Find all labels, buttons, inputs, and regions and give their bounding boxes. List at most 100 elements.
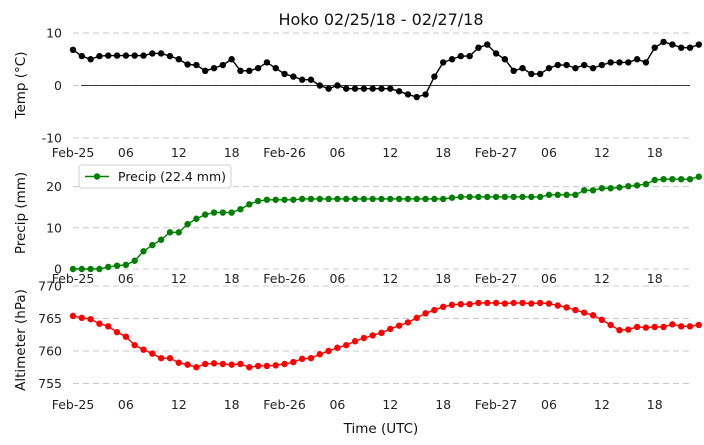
- data-point-altimeter-7: [131, 341, 138, 349]
- data-point-temp-52: [528, 70, 535, 78]
- data-point-precip-62: [616, 184, 623, 191]
- data-point-precip-22: [263, 196, 271, 203]
- data-point-precip-9: [149, 241, 156, 249]
- data-point-altimeter-12: [175, 359, 182, 366]
- data-point-altimeter-25: [290, 358, 297, 366]
- data-point-altimeter-35: [378, 329, 385, 336]
- data-point-temp-2: [87, 56, 94, 63]
- series-line-temp: [72, 41, 700, 98]
- data-point-temp-36: [387, 85, 394, 92]
- xtick-label-temp-3: 18: [224, 145, 240, 160]
- data-point-altimeter-50: [510, 299, 517, 307]
- data-point-altimeter-34: [369, 332, 376, 339]
- data-point-altimeter-8: [140, 346, 147, 353]
- ytick-label-altimeter-0: 755: [38, 376, 62, 391]
- data-point-precip-48: [492, 193, 500, 201]
- data-point-precip-54: [545, 191, 553, 199]
- data-point-precip-42: [440, 195, 447, 203]
- data-point-temp-55: [554, 61, 561, 69]
- data-point-precip-33: [360, 195, 368, 203]
- xtick-label-temp-4: Feb-26: [263, 145, 306, 160]
- data-point-precip-12: [175, 229, 182, 236]
- ytick-label-precip-1: 10: [46, 220, 62, 235]
- data-point-temp-49: [501, 56, 509, 63]
- ytick-label-altimeter-2: 765: [38, 311, 62, 326]
- xtick-label-temp-0: Feb-25: [52, 145, 95, 160]
- data-point-temp-63: [625, 59, 632, 66]
- series-line-precip: [73, 176, 699, 270]
- xtick-label-altimeter-6: 12: [382, 397, 398, 412]
- data-point-precip-64: [633, 182, 641, 189]
- data-point-temp-40: [422, 91, 429, 98]
- data-point-altimeter-9: [149, 350, 156, 357]
- xtick-label-precip-4: Feb-26: [263, 271, 306, 286]
- data-point-altimeter-60: [598, 316, 606, 323]
- ytick-label-temp-2: 10: [46, 26, 62, 41]
- data-point-altimeter-69: [677, 323, 685, 330]
- data-point-precip-49: [501, 193, 509, 201]
- chart-title: Hoko 02/25/18 - 02/27/18: [278, 10, 483, 29]
- data-point-temp-41: [431, 73, 438, 80]
- data-point-altimeter-42: [440, 303, 447, 310]
- data-point-precip-56: [563, 191, 570, 199]
- data-point-precip-69: [677, 175, 685, 183]
- data-point-temp-16: [210, 64, 218, 72]
- ytick-label-temp-0: -10: [42, 131, 62, 146]
- data-point-precip-7: [131, 257, 138, 264]
- xtick-label-temp-7: 18: [435, 145, 451, 160]
- data-point-precip-1: [78, 265, 86, 273]
- xtick-label-temp-1: 06: [118, 145, 134, 160]
- data-point-temp-8: [140, 52, 147, 59]
- xtick-label-precip-7: 18: [435, 271, 451, 286]
- data-point-altimeter-71: [695, 321, 703, 329]
- data-point-precip-26: [298, 195, 306, 203]
- xtick-label-temp-8: Feb-27: [475, 145, 518, 160]
- data-point-precip-50: [510, 193, 517, 201]
- data-point-temp-11: [166, 52, 174, 60]
- data-point-temp-3: [96, 52, 103, 60]
- data-point-precip-58: [581, 187, 588, 194]
- data-point-altimeter-26: [298, 355, 306, 362]
- data-point-temp-71: [695, 41, 703, 48]
- data-point-altimeter-13: [184, 361, 191, 368]
- data-point-altimeter-11: [166, 354, 174, 362]
- data-point-precip-3: [96, 265, 103, 273]
- data-point-altimeter-27: [307, 354, 315, 362]
- panel-temp: -10 0 10 Feb-25 06 12 18 Feb-26 06 12 18 Feb-27 06 12…: [13, 26, 703, 160]
- xtick-label-precip-2: 12: [171, 271, 187, 286]
- legend-precip: Precip (22.4 mm): [78, 164, 232, 189]
- data-point-altimeter-30: [334, 344, 341, 351]
- xtick-label-precip-8: Feb-27: [475, 271, 518, 286]
- data-point-temp-7: [131, 52, 138, 59]
- data-point-precip-61: [607, 185, 614, 192]
- data-point-altimeter-52: [528, 300, 535, 307]
- xtick-label-precip-6: 12: [382, 271, 398, 286]
- data-point-temp-30: [334, 82, 341, 89]
- data-point-temp-43: [448, 56, 456, 63]
- x-axis-title: Time (UTC): [343, 421, 419, 437]
- xtick-label-altimeter-10: 12: [594, 397, 610, 412]
- data-point-altimeter-55: [554, 302, 561, 309]
- data-point-temp-44: [457, 52, 465, 60]
- data-point-altimeter-70: [686, 323, 694, 330]
- xtick-label-precip-10: 12: [594, 271, 610, 286]
- data-point-altimeter-2: [87, 315, 94, 323]
- data-point-altimeter-10: [157, 354, 165, 362]
- data-point-precip-40: [422, 195, 429, 203]
- xtick-label-temp-11: 18: [647, 145, 663, 160]
- data-point-altimeter-38: [404, 319, 412, 326]
- data-point-precip-4: [105, 263, 112, 271]
- data-point-altimeter-29: [325, 347, 332, 355]
- xtick-label-altimeter-5: 06: [329, 397, 345, 412]
- data-point-altimeter-67: [660, 323, 667, 331]
- data-point-altimeter-54: [545, 300, 553, 307]
- data-point-precip-25: [290, 196, 297, 203]
- data-point-temp-68: [669, 41, 676, 48]
- data-point-temp-29: [325, 85, 332, 92]
- data-point-altimeter-47: [484, 299, 491, 307]
- data-point-precip-38: [404, 195, 412, 203]
- data-point-precip-59: [589, 187, 597, 194]
- y-axis-title-altimeter: Altimeter (hPa): [13, 289, 29, 391]
- data-point-temp-32: [351, 85, 359, 92]
